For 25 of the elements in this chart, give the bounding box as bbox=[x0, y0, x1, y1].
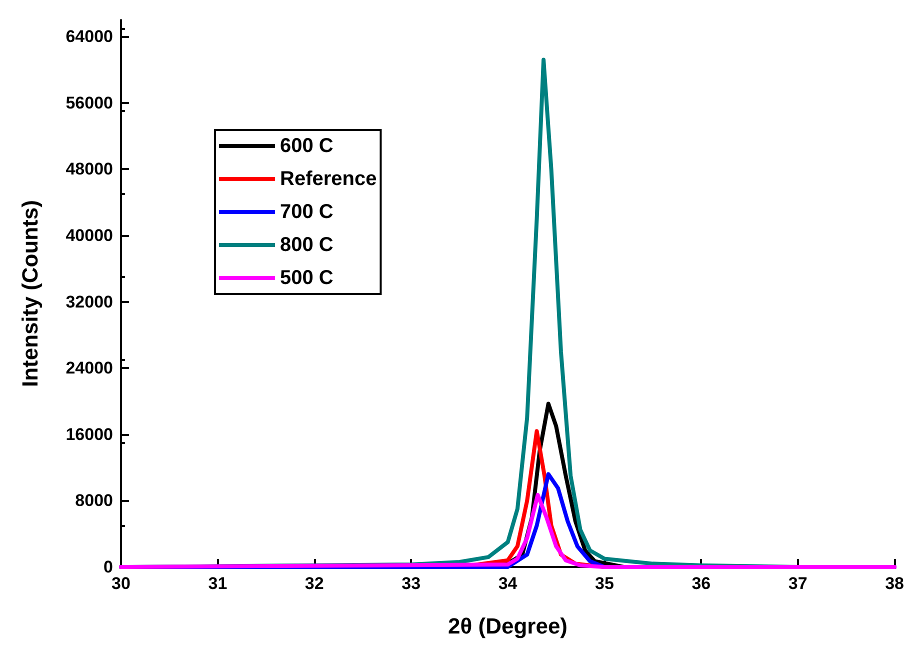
y-tick-label: 0 bbox=[104, 558, 113, 576]
x-axis-title: 2θ (Degree) bbox=[448, 614, 568, 638]
y-tick-label: 32000 bbox=[66, 292, 113, 312]
x-tick-label: 34 bbox=[498, 574, 518, 593]
y-axis-title: Intensity (Counts) bbox=[18, 200, 42, 387]
x-tick-label: 36 bbox=[692, 574, 711, 593]
legend-label: 600 C bbox=[280, 135, 334, 157]
x-tick-label: 35 bbox=[595, 574, 614, 593]
x-tick-label: 37 bbox=[788, 574, 808, 593]
y-tick-label: 64000 bbox=[66, 27, 113, 46]
y-tick-label: 40000 bbox=[66, 226, 113, 245]
x-tick-label: 38 bbox=[885, 574, 904, 593]
y-tick-label: 16000 bbox=[66, 424, 113, 444]
y-tick-label: 24000 bbox=[66, 358, 113, 378]
x-tick-label: 33 bbox=[402, 574, 421, 593]
legend-label: Reference bbox=[280, 168, 377, 190]
x-tick-label: 32 bbox=[304, 574, 324, 593]
legend-label: 800 C bbox=[280, 234, 334, 256]
y-tick-label: 8000 bbox=[75, 491, 113, 510]
x-tick-label: 31 bbox=[208, 574, 228, 593]
y-tick-label: 56000 bbox=[66, 93, 113, 112]
legend-label: 500 C bbox=[280, 267, 334, 289]
y-tick-label: 48000 bbox=[66, 160, 113, 179]
x-tick-label: 30 bbox=[112, 574, 130, 593]
legend-label: 700 C bbox=[280, 201, 334, 223]
